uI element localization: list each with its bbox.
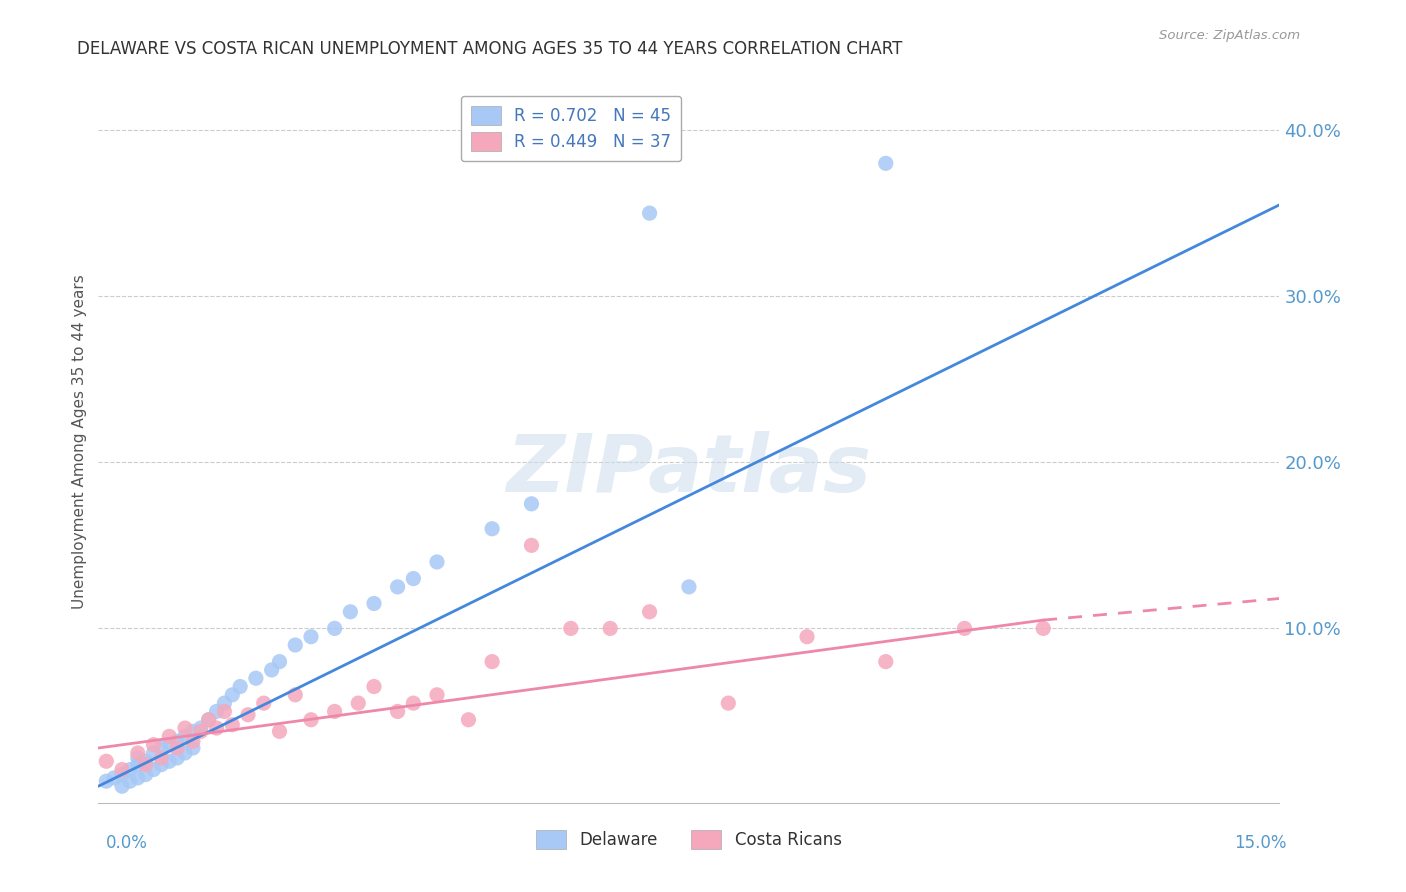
Point — [229, 680, 252, 694]
Point — [181, 724, 204, 739]
Point — [181, 741, 204, 756]
Point — [953, 621, 976, 635]
Point — [457, 713, 479, 727]
Point — [481, 522, 503, 536]
Text: 0.0%: 0.0% — [105, 834, 148, 852]
Point — [205, 705, 228, 719]
Point — [103, 771, 125, 785]
Legend: Delaware, Costa Ricans: Delaware, Costa Ricans — [526, 821, 852, 860]
Point — [197, 713, 219, 727]
Point — [150, 741, 173, 756]
Point — [481, 655, 503, 669]
Point — [214, 696, 236, 710]
Point — [166, 741, 188, 756]
Point — [875, 655, 897, 669]
Point — [363, 680, 385, 694]
Point — [111, 779, 134, 793]
Point — [638, 206, 661, 220]
Point — [269, 655, 291, 669]
Point — [157, 730, 180, 744]
Point — [402, 696, 425, 710]
Point — [269, 724, 291, 739]
Text: Source: ZipAtlas.com: Source: ZipAtlas.com — [1160, 29, 1301, 42]
Text: ZIPatlas: ZIPatlas — [506, 432, 872, 509]
Point — [402, 572, 425, 586]
Point — [236, 707, 259, 722]
Point — [174, 730, 197, 744]
Point — [157, 754, 180, 768]
Point — [221, 688, 243, 702]
Point — [284, 688, 307, 702]
Point — [339, 605, 361, 619]
Point — [127, 746, 149, 760]
Point — [135, 767, 157, 781]
Point — [150, 751, 173, 765]
Point — [197, 713, 219, 727]
Point — [253, 696, 276, 710]
Point — [118, 774, 141, 789]
Point — [127, 771, 149, 785]
Point — [717, 696, 740, 710]
Point — [166, 751, 188, 765]
Point — [284, 638, 307, 652]
Point — [299, 713, 322, 727]
Point — [190, 724, 212, 739]
Point — [323, 705, 346, 719]
Point — [387, 580, 409, 594]
Point — [214, 705, 236, 719]
Point — [426, 555, 449, 569]
Point — [205, 721, 228, 735]
Point — [387, 705, 409, 719]
Point — [181, 734, 204, 748]
Point — [135, 757, 157, 772]
Point — [174, 721, 197, 735]
Point — [190, 721, 212, 735]
Point — [142, 738, 165, 752]
Point — [150, 757, 173, 772]
Point — [678, 580, 700, 594]
Point — [166, 734, 188, 748]
Point — [111, 767, 134, 781]
Point — [142, 763, 165, 777]
Point — [174, 746, 197, 760]
Point — [127, 757, 149, 772]
Point — [599, 621, 621, 635]
Point — [299, 630, 322, 644]
Point — [142, 746, 165, 760]
Text: DELAWARE VS COSTA RICAN UNEMPLOYMENT AMONG AGES 35 TO 44 YEARS CORRELATION CHART: DELAWARE VS COSTA RICAN UNEMPLOYMENT AMO… — [77, 40, 903, 58]
Point — [363, 597, 385, 611]
Point — [347, 696, 370, 710]
Point — [875, 156, 897, 170]
Point — [157, 738, 180, 752]
Point — [520, 538, 543, 552]
Point — [638, 605, 661, 619]
Point — [560, 621, 582, 635]
Point — [96, 754, 118, 768]
Point — [245, 671, 267, 685]
Point — [426, 688, 449, 702]
Point — [323, 621, 346, 635]
Point — [127, 751, 149, 765]
Point — [111, 763, 134, 777]
Y-axis label: Unemployment Among Ages 35 to 44 years: Unemployment Among Ages 35 to 44 years — [72, 274, 87, 609]
Point — [118, 763, 141, 777]
Point — [260, 663, 283, 677]
Point — [135, 754, 157, 768]
Point — [221, 717, 243, 731]
Point — [96, 774, 118, 789]
Point — [796, 630, 818, 644]
Point — [1032, 621, 1054, 635]
Point — [520, 497, 543, 511]
Text: 15.0%: 15.0% — [1234, 834, 1286, 852]
